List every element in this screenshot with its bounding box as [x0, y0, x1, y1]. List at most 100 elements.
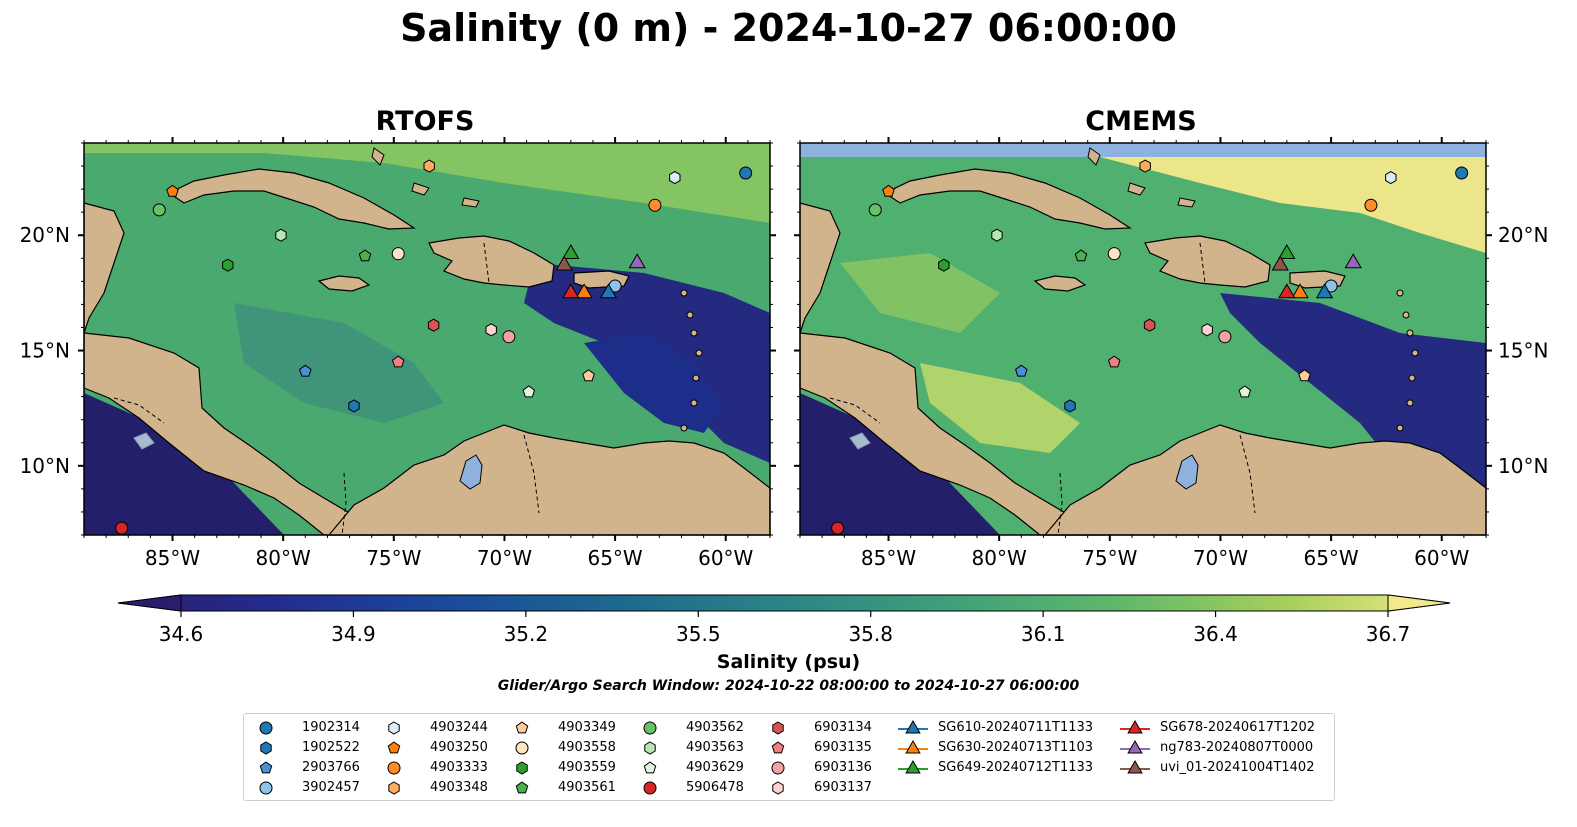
- cmems-map-panel: [799, 142, 1487, 536]
- argo-marker-4903561: [358, 249, 372, 262]
- legend-label: 1902314: [302, 720, 360, 735]
- colorbar-tick-label: 35.2: [504, 622, 549, 646]
- legend-label: 3902457: [302, 780, 360, 795]
- legend-marker-icon: [387, 761, 401, 775]
- colorbar-tick-label: 36.7: [1366, 622, 1411, 646]
- argo-marker-6903136: [1218, 330, 1232, 344]
- legend-marker-icon: [259, 721, 273, 735]
- glider-marker-SG610-20240711T1133: [1315, 283, 1334, 299]
- argo-marker-4903349: [582, 369, 595, 382]
- legend-marker-icon: [387, 741, 401, 754]
- legend-marker-icon: [515, 741, 529, 755]
- legend-swatch: [515, 741, 529, 755]
- glider-marker-SG678-20240617T1202: [1278, 283, 1296, 299]
- legend-glider-icon: [898, 759, 928, 774]
- glider-marker-SG649-20240712T1133: [562, 244, 580, 259]
- legend-swatch: [1127, 719, 1143, 734]
- legend-swatch: [515, 781, 529, 794]
- colorbar-tick-label: 35.8: [848, 622, 893, 646]
- legend-label: 6903136: [814, 760, 872, 775]
- argo-marker-6903134: [427, 318, 440, 332]
- argo-marker-4903563: [275, 228, 287, 242]
- legend-swatch: [643, 781, 657, 795]
- lon-tick-label: 70°W: [1193, 546, 1248, 570]
- legend-label: 4903250: [430, 740, 488, 755]
- legend-swatch: [516, 761, 528, 775]
- legend-label: 5906478: [686, 780, 744, 795]
- argo-marker-4903333: [648, 198, 662, 212]
- argo-marker-4903558: [1107, 247, 1121, 261]
- colorbar-body: [117, 594, 1451, 612]
- legend-marker-icon: [516, 761, 528, 775]
- legend-swatch: [260, 741, 272, 755]
- lon-tick-label: 65°W: [1303, 546, 1358, 570]
- glider-marker-uvi_01-20241004T1402: [555, 255, 573, 271]
- argo-marker-4903559: [222, 258, 234, 272]
- argo-marker-4903558: [391, 247, 405, 261]
- argo-marker-4903348: [423, 159, 435, 173]
- lon-tick-label: 75°W: [1082, 546, 1137, 570]
- lat-tick-label-right: 20°N: [1498, 223, 1548, 247]
- lon-tick-label: 75°W: [366, 546, 421, 570]
- legend-marker-icon: [643, 761, 657, 774]
- argo-marker-1902314: [739, 166, 753, 180]
- argo-marker-6903135: [391, 355, 405, 368]
- legend-swatch: [515, 721, 529, 734]
- legend-label: 4903349: [558, 720, 616, 735]
- argo-marker-4903333: [1364, 198, 1378, 212]
- legend-marker-icon: [771, 761, 785, 775]
- colorbar-tick-label: 34.9: [331, 622, 376, 646]
- argo-marker-2903766: [299, 364, 312, 377]
- legend-glider-icon: [1120, 759, 1150, 774]
- legend-label: 6903134: [814, 720, 872, 735]
- search-window-note: Glider/Argo Search Window: 2024-10-22 08…: [497, 678, 1080, 694]
- argo-marker-4903562: [152, 203, 166, 217]
- argo-marker-6903134: [1143, 318, 1156, 332]
- legend-label: 4903558: [558, 740, 616, 755]
- legend-label: SG630-20240713T1103: [938, 740, 1094, 755]
- legend-label: 4903561: [558, 780, 616, 795]
- legend-label: 6903135: [814, 740, 872, 755]
- glider-marker-SG649-20240712T1133: [1278, 244, 1296, 259]
- argo-marker-4903250: [882, 184, 895, 197]
- legend-label: 1902522: [302, 740, 360, 755]
- colorbar-tick-label: 35.5: [676, 622, 721, 646]
- glider-marker-SG610-20240711T1133: [599, 283, 618, 299]
- legend-swatch: [772, 781, 784, 795]
- legend-marker-icon: [772, 721, 784, 735]
- legend-swatch: [388, 721, 400, 735]
- argo-marker-2903766: [1015, 364, 1028, 377]
- markers-layer: [115, 159, 1469, 535]
- argo-marker-1902522: [348, 399, 360, 413]
- axes-layer: 85°W 80°W 75°W 70°W 65°W 60°W 85°W 80°W 75°W 70°W…: [20, 137, 1548, 570]
- argo-marker-4903563: [991, 228, 1003, 242]
- colorbar-tick-label: 36.1: [1021, 622, 1066, 646]
- argo-marker-6903136: [502, 330, 516, 344]
- legend-label: SG678-20240617T1202: [1160, 720, 1316, 735]
- panel-title-rtofs: RTOFS: [375, 106, 475, 137]
- legend-label: 2903766: [302, 760, 360, 775]
- colorbar-label: Salinity (psu): [716, 651, 861, 673]
- legend-swatch: [905, 719, 921, 734]
- glider-marker-uvi_01-20241004T1402: [1271, 255, 1289, 271]
- argo-marker-4903629: [522, 385, 536, 398]
- legend-glider-icon: [1120, 719, 1150, 734]
- legend-label: ng783-20240807T0000: [1160, 740, 1314, 755]
- legend-swatch: [644, 741, 656, 755]
- legend-label: 4903348: [430, 780, 488, 795]
- argo-marker-4903244: [669, 171, 681, 185]
- glider-marker-ng783-20240807T0000: [1344, 253, 1362, 269]
- glider-marker-ng783-20240807T0000: [628, 253, 646, 269]
- legend-swatch: [387, 761, 401, 775]
- lon-tick-label: 70°W: [477, 546, 532, 570]
- lon-tick-label: 60°W: [698, 546, 753, 570]
- lat-tick-label-right: 10°N: [1498, 454, 1548, 478]
- colorbar: 34.6 34.9 35.2 35.5 35.8 36.1 36.4 36.7: [117, 594, 1451, 646]
- argo-marker-4903561: [1074, 249, 1088, 262]
- lat-tick-label-left: 15°N: [20, 339, 70, 363]
- lon-tick-label: 80°W: [256, 546, 311, 570]
- legend-glider-icon: [898, 739, 928, 754]
- colorbar-tick-label: 36.4: [1193, 622, 1238, 646]
- legend-label: 4903562: [686, 720, 744, 735]
